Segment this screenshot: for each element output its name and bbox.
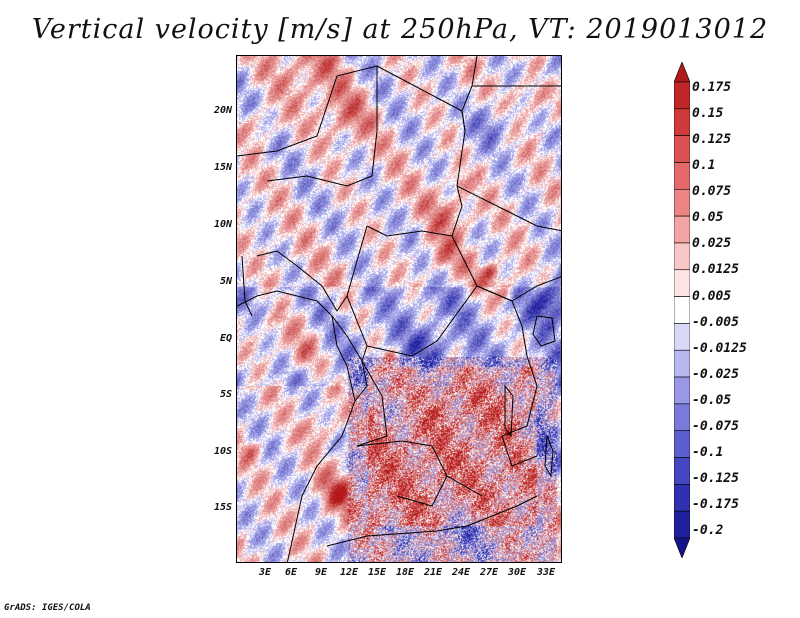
border-car-drc <box>366 285 513 357</box>
colorbar-swatch <box>674 430 690 458</box>
border-drc-uganda <box>511 300 538 387</box>
border-mali-niger <box>237 75 338 157</box>
lat-label-15n: 15N <box>213 162 232 173</box>
colorbar-swatch <box>674 269 690 297</box>
lat-label-10n: 10N <box>213 219 232 230</box>
border-algeria-niger <box>336 65 466 132</box>
colorbar-label: 0.075 <box>692 184 732 199</box>
lon-label-24e: 24E <box>451 567 471 578</box>
chart-title: Vertical velocity [m/s] at 250hPa, VT: 2… <box>31 14 769 45</box>
coastline-west-africa <box>237 290 356 562</box>
border-cameroon-car <box>346 295 368 362</box>
colorbar-label: 0.0125 <box>692 262 739 277</box>
lat-label-10s: 10S <box>213 446 232 457</box>
colorbar-swatch <box>674 457 690 485</box>
colorbar-swatch <box>674 135 690 163</box>
colorbar-label: -0.05 <box>692 393 732 408</box>
border-angola-zambia <box>396 475 448 507</box>
border-libya-chad <box>461 56 478 112</box>
border-niger-nigeria <box>266 175 373 187</box>
lake-tanganyika-outline <box>504 384 514 438</box>
colorbar-swatch <box>674 484 690 512</box>
colorbar-label: -0.075 <box>692 419 739 434</box>
border-south-sudan <box>476 276 561 302</box>
lat-label-20n: 20N <box>213 105 232 116</box>
border-drc-tanzania <box>501 385 538 467</box>
colorbar-label: -0.175 <box>692 497 739 512</box>
lat-label-5n: 5N <box>219 276 232 287</box>
lon-label-15e: 15E <box>367 567 387 578</box>
border-nigeria-cameroon <box>256 225 368 312</box>
colorbar-label: -0.0125 <box>692 341 747 356</box>
colorbar-label: -0.2 <box>692 523 724 538</box>
border-zambia-zimbabwe <box>466 495 538 527</box>
lon-label-27e: 27E <box>479 567 499 578</box>
lake-malawi-outline <box>544 435 554 478</box>
lon-label-9e: 9E <box>314 567 328 578</box>
border-drc-angola <box>356 440 483 497</box>
colorbar-label: -0.1 <box>692 445 724 460</box>
colorbar-label: 0.1 <box>692 158 716 173</box>
border-chad-sudan <box>451 110 478 287</box>
colorbar-swatch <box>674 537 690 558</box>
lat-label-15s: 15S <box>213 502 232 513</box>
colorbar-label: 0.175 <box>692 80 732 95</box>
vertical-velocity-field <box>237 56 561 562</box>
colorbar-label: -0.025 <box>692 367 739 382</box>
border-chad-niger <box>371 66 378 177</box>
colorbar <box>674 62 690 558</box>
lon-label-33e: 33E <box>536 567 556 578</box>
colorbar-label: -0.005 <box>692 315 739 330</box>
lat-label-5s: 5S <box>219 389 232 400</box>
colorbar-label: 0.15 <box>692 106 724 121</box>
country-borders <box>237 56 561 562</box>
colorbar-label: 0.025 <box>692 236 732 251</box>
lake-victoria-outline <box>532 315 556 347</box>
colorbar-swatch <box>674 62 690 83</box>
colorbar-swatch <box>674 81 690 110</box>
colorbar-swatch <box>674 108 690 136</box>
border-benin-togo <box>241 255 253 317</box>
lon-label-12e: 12E <box>339 567 359 578</box>
colorbar-swatch <box>674 403 690 432</box>
lon-label-18e: 18E <box>395 567 415 578</box>
border-angola-namibia <box>326 525 468 547</box>
colorbar-swatch <box>674 323 690 351</box>
colorbar-swatch <box>674 296 690 324</box>
border-chad-car <box>366 225 453 237</box>
border-congo-drc <box>356 360 388 447</box>
colorbar-swatch <box>674 242 690 271</box>
colorbar-swatch <box>674 188 690 217</box>
lat-label-eq: EQ <box>219 333 232 344</box>
colorbar-label: 0.05 <box>692 210 724 225</box>
colorbar-swatch <box>674 376 690 405</box>
border-sudan-south-sudan <box>456 185 561 232</box>
colorbar-swatch <box>674 162 690 190</box>
border-gabon-congo <box>331 315 368 402</box>
colorbar-label: -0.125 <box>692 471 739 486</box>
lon-label-21e: 21E <box>423 567 443 578</box>
colorbar-label: 0.005 <box>692 289 732 304</box>
lon-label-3e: 3E <box>258 567 272 578</box>
lon-label-6e: 6E <box>284 567 298 578</box>
map-plot-area <box>236 55 562 563</box>
colorbar-swatch <box>674 349 690 378</box>
grads-credit: GrADS: IGES/COLA <box>4 603 91 613</box>
lon-label-30e: 30E <box>507 567 527 578</box>
colorbar-swatch <box>674 510 690 539</box>
colorbar-label: 0.125 <box>692 132 732 147</box>
colorbar-swatch <box>674 215 690 244</box>
